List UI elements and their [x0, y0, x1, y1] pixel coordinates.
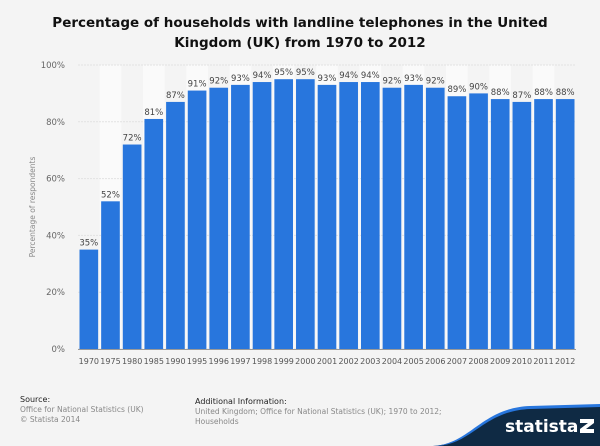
data-label: 95%	[274, 68, 293, 78]
bar	[534, 99, 553, 349]
x-tick-label: 1997	[230, 357, 250, 366]
x-tick-label: 1999	[274, 357, 294, 366]
bar	[166, 101, 185, 349]
logo-wordmark: statista	[505, 417, 578, 437]
bar	[512, 101, 532, 349]
y-tick-label: 40%	[46, 231, 65, 241]
x-tick-label: 2011	[533, 357, 553, 366]
bar	[122, 144, 142, 349]
data-label: 87%	[166, 91, 185, 101]
statista-logo[interactable]: statista	[430, 402, 600, 446]
bar-chart: 0% 20% 40% 60% 80% 100% Percentage of responde…	[28, 61, 576, 366]
data-label: 35%	[79, 239, 98, 249]
x-tick-label: 1990	[165, 357, 185, 366]
y-axis-label: Percentage of respondents	[28, 157, 37, 258]
x-tick-label: 2005	[403, 357, 423, 366]
x-tick-label: 1975	[100, 357, 120, 366]
x-tick-label: 2000	[295, 357, 315, 366]
data-label: 88%	[491, 88, 510, 98]
bar	[447, 96, 467, 350]
data-label: 88%	[556, 88, 575, 98]
bar	[252, 82, 272, 349]
source-block: Source: Office for National Statistics (…	[20, 395, 144, 425]
additional-info-block: Additional Information: United Kingdom; …	[195, 397, 442, 427]
y-tick-label: 60%	[46, 175, 65, 185]
source-link[interactable]: Office for National Statistics (UK)	[20, 405, 144, 414]
x-tick-label: 2001	[317, 357, 337, 366]
data-label: 72%	[123, 134, 142, 144]
y-tick-label: 20%	[46, 288, 65, 298]
bar	[360, 82, 380, 349]
x-tick-label: 2004	[382, 357, 402, 366]
bar	[101, 201, 120, 349]
data-label: 88%	[534, 88, 553, 98]
y-tick-label: 0%	[52, 345, 66, 355]
x-tick-label: 2012	[555, 357, 575, 366]
data-label: 94%	[361, 71, 380, 81]
x-tick-label: 2008	[468, 357, 488, 366]
data-label: 90%	[469, 82, 488, 92]
data-label: 52%	[101, 190, 120, 200]
data-label: 92%	[426, 77, 445, 87]
data-label: 93%	[404, 74, 423, 84]
info-line-2: Households	[195, 417, 239, 426]
x-tick-label: 2003	[360, 357, 380, 366]
data-label: 81%	[144, 108, 163, 118]
y-tick-label: 100%	[41, 61, 65, 71]
logo-mark-icon	[580, 419, 594, 433]
data-label: 94%	[253, 71, 272, 81]
bar	[209, 87, 229, 349]
bar	[555, 99, 575, 349]
y-tick-label: 80%	[46, 118, 65, 128]
bar	[404, 84, 423, 349]
bar	[425, 87, 445, 349]
chart-title: Percentage of households with landline t…	[52, 15, 548, 51]
info-heading: Additional Information:	[195, 397, 287, 406]
data-label: 93%	[231, 74, 250, 84]
bar	[144, 118, 164, 350]
source-heading: Source:	[20, 395, 51, 404]
data-label: 87%	[512, 91, 531, 101]
data-label: 95%	[296, 68, 315, 78]
bar	[296, 79, 315, 349]
bar	[231, 84, 250, 349]
x-tick-label: 1995	[187, 357, 207, 366]
bar	[339, 82, 358, 349]
bar	[274, 79, 294, 349]
x-tick-label: 1998	[252, 357, 272, 366]
x-tick-label: 2010	[512, 357, 532, 366]
bar	[490, 99, 510, 349]
bar	[79, 249, 99, 349]
x-tick-label: 2006	[425, 357, 445, 366]
x-tick-label: 2009	[490, 357, 510, 366]
x-tick-label: 1970	[79, 357, 99, 366]
bar	[317, 84, 337, 349]
data-label: 93%	[318, 74, 337, 84]
bar	[187, 90, 207, 349]
data-label: 92%	[383, 77, 402, 87]
x-tick-label: 1996	[209, 357, 229, 366]
x-tick-label: 2007	[447, 357, 467, 366]
data-label: 89%	[447, 85, 466, 95]
bar	[382, 87, 402, 349]
x-tick-label: 1980	[122, 357, 142, 366]
data-label: 94%	[339, 71, 358, 81]
x-tick-label: 1985	[144, 357, 164, 366]
copyright: © Statista 2014	[20, 415, 81, 424]
data-label: 91%	[188, 80, 207, 90]
bar	[469, 93, 488, 350]
data-label: 92%	[209, 77, 228, 87]
x-tick-label: 2002	[338, 357, 358, 366]
info-line-1: United Kingdom; Office for National Stat…	[195, 407, 442, 416]
